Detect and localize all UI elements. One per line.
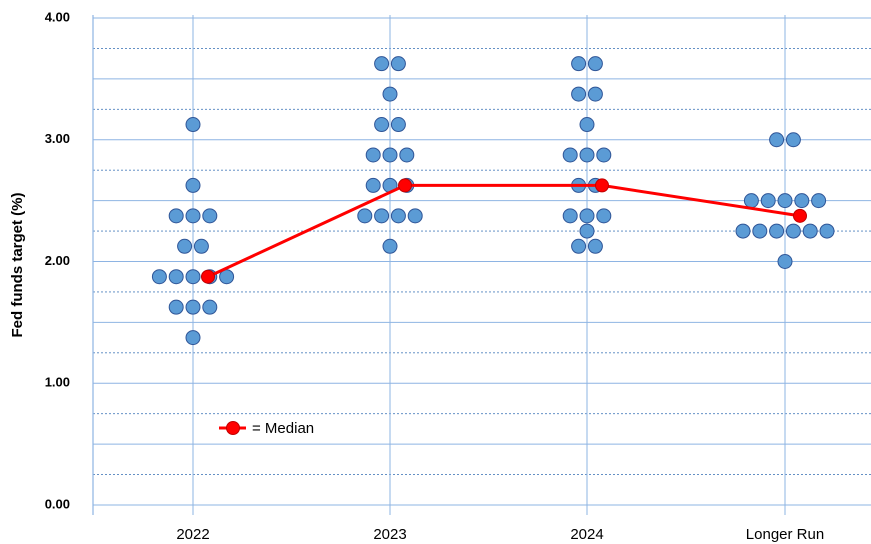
- dot: [562, 147, 578, 163]
- dot: [579, 147, 595, 163]
- dot: [168, 299, 184, 315]
- dot: [571, 86, 587, 102]
- dot: [399, 147, 415, 163]
- median-dot: [201, 269, 215, 284]
- dot: [185, 117, 201, 133]
- dot: [185, 177, 201, 193]
- median-dot: [398, 178, 412, 193]
- dot: [390, 208, 406, 224]
- dot: [785, 132, 801, 148]
- x-tick-label: 2024: [570, 526, 603, 543]
- dot: [802, 223, 818, 239]
- dot: [185, 330, 201, 346]
- dot: [382, 147, 398, 163]
- dot: [185, 299, 201, 315]
- dot: [587, 238, 603, 254]
- dot: [596, 147, 612, 163]
- x-tick-label: Longer Run: [746, 526, 824, 543]
- dot: [579, 223, 595, 239]
- y-tick-label: 0.00: [45, 496, 70, 511]
- dot: [390, 117, 406, 133]
- dot: [579, 117, 595, 133]
- dot: [587, 86, 603, 102]
- dot: [819, 223, 835, 239]
- dot: [794, 193, 810, 209]
- dot: [752, 223, 768, 239]
- dot: [185, 269, 201, 285]
- x-tick-label: 2022: [176, 526, 209, 543]
- dot: [811, 193, 827, 209]
- median-line: [207, 183, 801, 279]
- dot: [777, 193, 793, 209]
- dot: [390, 56, 406, 72]
- dot: [365, 177, 381, 193]
- y-tick-label: 2.00: [45, 253, 70, 268]
- dot: [374, 56, 390, 72]
- y-tick-label: 4.00: [45, 9, 70, 24]
- dot: [168, 208, 184, 224]
- dot: [185, 208, 201, 224]
- dot: [735, 223, 751, 239]
- dot: [168, 269, 184, 285]
- dot: [382, 86, 398, 102]
- median-dot: [793, 208, 807, 223]
- legend-label: = Median: [252, 420, 314, 437]
- dot: [769, 132, 785, 148]
- dot: [785, 223, 801, 239]
- dot: [769, 223, 785, 239]
- dot: [193, 238, 209, 254]
- dot: [562, 208, 578, 224]
- dot: [571, 56, 587, 72]
- dot: [777, 254, 793, 269]
- dot: [365, 147, 381, 163]
- legend-dot: [226, 421, 240, 435]
- dot: [382, 238, 398, 254]
- dot: [202, 208, 218, 224]
- dot: [202, 299, 218, 315]
- x-tick-label: 2023: [373, 526, 406, 543]
- dot: [571, 238, 587, 254]
- dot: [760, 193, 776, 209]
- dot: [357, 208, 373, 224]
- y-axis-label: Fed funds target (%): [9, 192, 26, 337]
- dot: [407, 208, 423, 224]
- dot: [374, 117, 390, 133]
- median-dot: [595, 178, 609, 193]
- dot: [743, 193, 759, 209]
- dot: [151, 269, 167, 285]
- y-tick-label: 3.00: [45, 131, 70, 146]
- dot: [374, 208, 390, 224]
- dot: [579, 208, 595, 224]
- dot: [596, 208, 612, 224]
- dot: [587, 56, 603, 72]
- y-tick-label: 1.00: [45, 375, 70, 390]
- dot: [177, 238, 193, 254]
